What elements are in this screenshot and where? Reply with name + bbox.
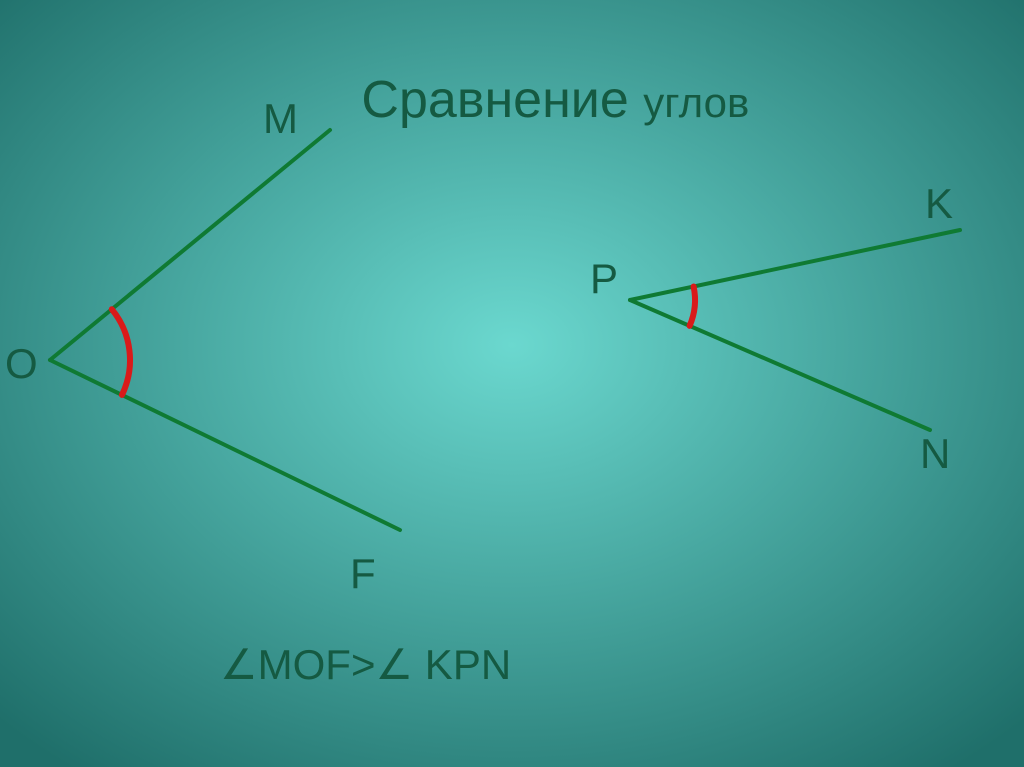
- label-M: M: [263, 95, 298, 143]
- label-P: P: [590, 255, 618, 303]
- label-N: N: [920, 430, 950, 478]
- slide: Сравнение углов O M F P K N ∠MOF>∠ KPN: [0, 0, 1024, 767]
- angle1-ray-OM: [50, 130, 330, 360]
- label-O: O: [5, 340, 38, 388]
- angle2-ray-PN: [630, 300, 930, 430]
- angle1-ray-OF: [50, 360, 400, 530]
- angle2-ray-PK: [630, 230, 960, 300]
- comparison-statement: ∠MOF>∠ KPN: [220, 640, 511, 689]
- angle1-arc: [112, 309, 130, 395]
- label-F: F: [350, 550, 376, 598]
- angle2-arc: [690, 287, 695, 326]
- label-K: K: [925, 180, 953, 228]
- content-layer: Сравнение углов O M F P K N ∠MOF>∠ KPN: [0, 0, 1024, 767]
- angles-diagram: [0, 0, 1024, 767]
